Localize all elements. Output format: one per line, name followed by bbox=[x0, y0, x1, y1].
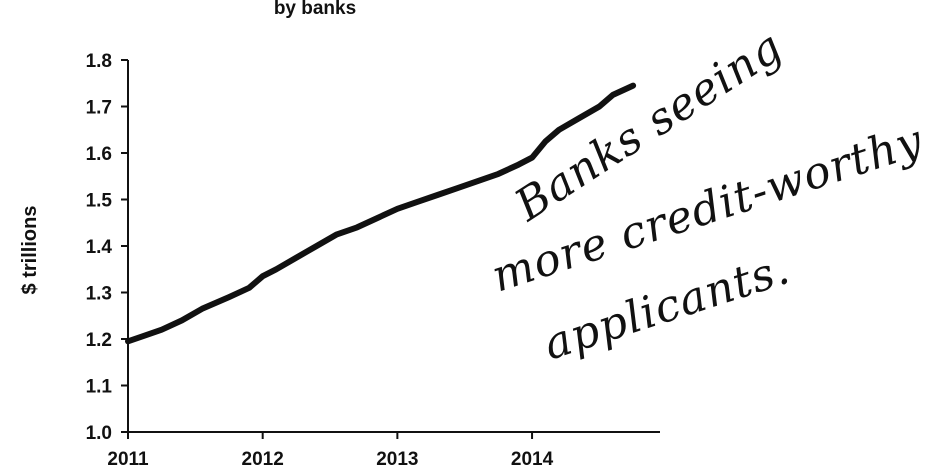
y-tick-label: 1.5 bbox=[86, 191, 113, 212]
y-axis-label: $ trillions bbox=[19, 206, 41, 295]
x-tick-label: 2013 bbox=[376, 449, 418, 470]
y-tick-label: 1.1 bbox=[86, 377, 113, 398]
y-tick-label: 1.3 bbox=[86, 284, 112, 305]
series-line bbox=[125, 82, 637, 345]
x-ticks: 2011 2012 2013 2014 bbox=[107, 432, 554, 470]
y-ticks: 1.0 1.1 1.2 1.3 1.4 1.5 1.6 1.7 1.8 bbox=[86, 51, 128, 444]
x-tick-label: 2011 bbox=[107, 449, 149, 470]
chart-title: by banks bbox=[274, 0, 356, 19]
x-tick-label: 2014 bbox=[511, 449, 554, 470]
series-group bbox=[125, 82, 637, 345]
y-tick-label: 1.2 bbox=[86, 330, 112, 351]
y-tick-label: 1.4 bbox=[86, 237, 113, 258]
y-tick-label: 1.8 bbox=[86, 51, 112, 72]
y-tick-label: 1.6 bbox=[86, 144, 112, 165]
y-tick-label: 1.0 bbox=[86, 423, 112, 444]
handwritten-annotation: Banks seeing more credit-worthy applican… bbox=[486, 21, 930, 370]
x-tick-label: 2012 bbox=[242, 449, 284, 470]
y-tick-label: 1.7 bbox=[86, 98, 112, 119]
